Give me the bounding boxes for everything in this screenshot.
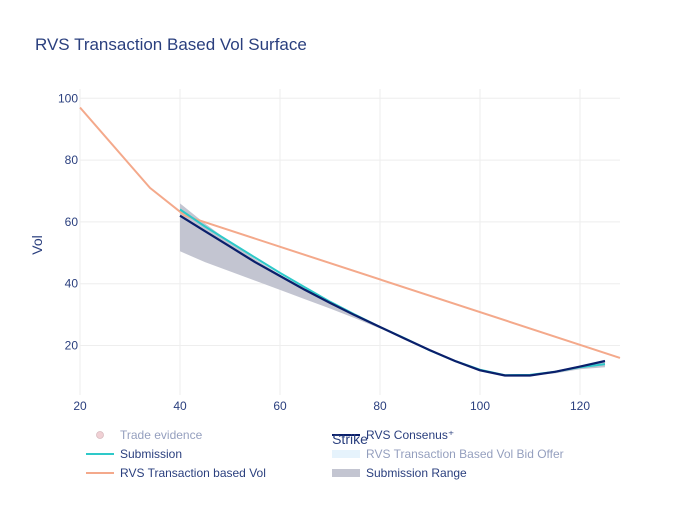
y-tick-label: 40 [65,277,79,291]
y-tick-label: 80 [65,153,79,167]
legend-item[interactable]: Trade evidence [96,428,203,442]
legend-item[interactable]: RVS Consenus⁺ [332,428,454,442]
x-axis-label: Strike [332,431,368,447]
legend-band-symbol [332,469,360,477]
legend-item[interactable]: Submission Range [332,466,467,480]
x-tick-label: 80 [373,399,387,413]
tick-layer: 20 40 60 80 100 120 20 40 60 80 100 [58,91,590,413]
legend-item[interactable]: RVS Transaction based Vol [86,466,266,480]
legend: Trade evidence RVS Consenus⁺ Submission RVS… [86,428,564,480]
legend-item[interactable]: RVS Transaction Based Vol Bid Offer [332,447,564,461]
transaction-vol-line [79,106,621,359]
legend-label: Trade evidence [120,428,203,442]
submission-range-band [180,203,605,376]
legend-label: Submission [120,447,182,461]
x-tick-label: 20 [73,399,87,413]
x-tick-label: 40 [173,399,187,413]
y-tick-label: 100 [58,91,78,105]
x-tick-label: 100 [470,399,490,413]
legend-marker-symbol [96,431,104,439]
y-tick-label: 60 [65,215,79,229]
legend-label: Submission Range [366,466,467,480]
grid-layer [79,89,620,395]
legend-label: RVS Transaction based Vol [120,466,266,480]
consensus-line [179,214,606,377]
data-layer [79,106,621,377]
legend-item[interactable]: Submission [86,447,182,461]
chart-title: RVS Transaction Based Vol Surface [35,35,307,54]
legend-label: RVS Transaction Based Vol Bid Offer [366,447,564,461]
legend-band-symbol [332,450,360,458]
legend-label: RVS Consenus⁺ [366,428,454,442]
x-tick-label: 120 [570,399,590,413]
y-axis-label: Vol [29,235,45,254]
y-tick-label: 20 [65,339,79,353]
x-tick-label: 60 [273,399,287,413]
